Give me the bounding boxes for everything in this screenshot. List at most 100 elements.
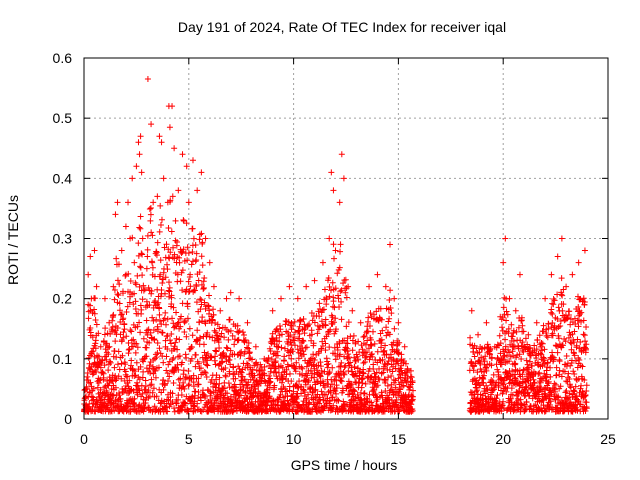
roti-background-point — [201, 392, 208, 399]
roti-background-point — [103, 356, 110, 363]
roti-background-point — [276, 338, 283, 345]
roti-background-point — [172, 217, 179, 224]
roti-background-point — [499, 324, 506, 331]
roti-background-point — [137, 213, 144, 220]
roti-background-point — [232, 384, 239, 391]
roti-point — [349, 307, 356, 314]
roti-background-point — [148, 229, 155, 236]
roti-background-point — [130, 343, 137, 350]
roti-background-point — [332, 373, 339, 380]
roti-background-point — [180, 367, 187, 374]
roti-background-point — [373, 308, 380, 315]
roti-background-point — [274, 343, 281, 350]
roti-background-point — [323, 301, 330, 308]
roti-background-point — [332, 315, 339, 322]
roti-background-point — [544, 334, 551, 341]
roti-background-point — [409, 387, 416, 394]
roti-background-point — [142, 399, 149, 406]
roti-background-point — [549, 332, 556, 339]
roti-point — [160, 175, 167, 182]
roti-background-point — [179, 248, 186, 255]
roti-point — [91, 247, 98, 254]
roti-background-point — [274, 348, 281, 355]
roti-background-point — [354, 353, 361, 360]
roti-background-point — [146, 339, 153, 346]
roti-background-point — [188, 344, 195, 351]
roti-background-point — [359, 375, 366, 382]
roti-background-point — [85, 315, 92, 322]
roti-background-point — [169, 390, 176, 397]
roti-background-point — [300, 348, 307, 355]
roti-background-point — [502, 343, 509, 350]
roti-background-point — [147, 211, 154, 218]
roti-background-point — [555, 304, 562, 311]
roti-background-point — [327, 287, 334, 294]
roti-background-point — [563, 353, 570, 360]
roti-background-point — [308, 337, 315, 344]
roti-point — [143, 265, 150, 272]
roti-background-point — [110, 400, 117, 407]
roti-background-point — [198, 301, 205, 308]
roti-background-point — [564, 314, 571, 321]
roti-point — [138, 169, 145, 176]
roti-background-point — [345, 351, 352, 358]
roti-background-point — [181, 319, 188, 326]
roti-background-point — [238, 369, 245, 376]
roti-background-point — [390, 339, 397, 346]
roti-background-point — [192, 407, 199, 414]
roti-background-point — [552, 388, 559, 395]
roti-background-point — [329, 314, 336, 321]
roti-background-point — [316, 313, 323, 320]
roti-background-point — [370, 366, 377, 373]
roti-background-point — [140, 408, 147, 415]
x-axis-label: GPS time / hours — [291, 457, 398, 473]
roti-background-point — [127, 327, 134, 334]
roti-background-point — [185, 367, 192, 374]
roti-background-point — [474, 387, 481, 394]
roti-background-point — [173, 309, 180, 316]
roti-background-point — [404, 366, 411, 373]
roti-background-point — [114, 361, 121, 368]
roti-background-point — [223, 344, 230, 351]
roti-background-point — [134, 391, 141, 398]
roti-background-point — [159, 279, 166, 286]
roti-background-point — [162, 309, 169, 316]
roti-background-point — [356, 349, 363, 356]
roti-point — [87, 253, 94, 260]
roti-background-point — [208, 390, 215, 397]
roti-point — [131, 259, 138, 266]
roti-background-point — [306, 321, 313, 328]
roti-background-point — [125, 346, 132, 353]
roti-background-point — [504, 311, 511, 318]
axis-ticks — [83, 57, 609, 420]
roti-background-point — [274, 375, 281, 382]
roti-background-point — [310, 351, 317, 358]
roti-background-point — [325, 360, 332, 367]
roti-point — [179, 151, 186, 158]
roti-background-point — [237, 392, 244, 399]
roti-background-point — [344, 340, 351, 347]
roti-background-point — [550, 295, 557, 302]
roti-background-point — [227, 327, 234, 334]
roti-background-point — [104, 390, 111, 397]
roti-background-point — [176, 259, 183, 266]
roti-background-point — [340, 280, 347, 287]
roti-background-point — [245, 345, 252, 352]
roti-background-point — [547, 398, 554, 405]
roti-point — [210, 283, 217, 290]
roti-background-point — [116, 300, 123, 307]
roti-background-point — [566, 390, 573, 397]
roti-background-point — [295, 355, 302, 362]
roti-background-point — [174, 346, 181, 353]
roti-background-point — [402, 360, 409, 367]
roti-background-point — [194, 400, 201, 407]
roti-background-point — [363, 349, 370, 356]
roti-background-point — [338, 375, 345, 382]
roti-background-point — [484, 386, 491, 393]
roti-background-point — [329, 364, 336, 371]
roti-background-point — [99, 357, 106, 364]
roti-background-point — [292, 368, 299, 375]
roti-background-point — [217, 333, 224, 340]
roti-background-point — [180, 216, 187, 223]
roti-background-point — [496, 332, 503, 339]
